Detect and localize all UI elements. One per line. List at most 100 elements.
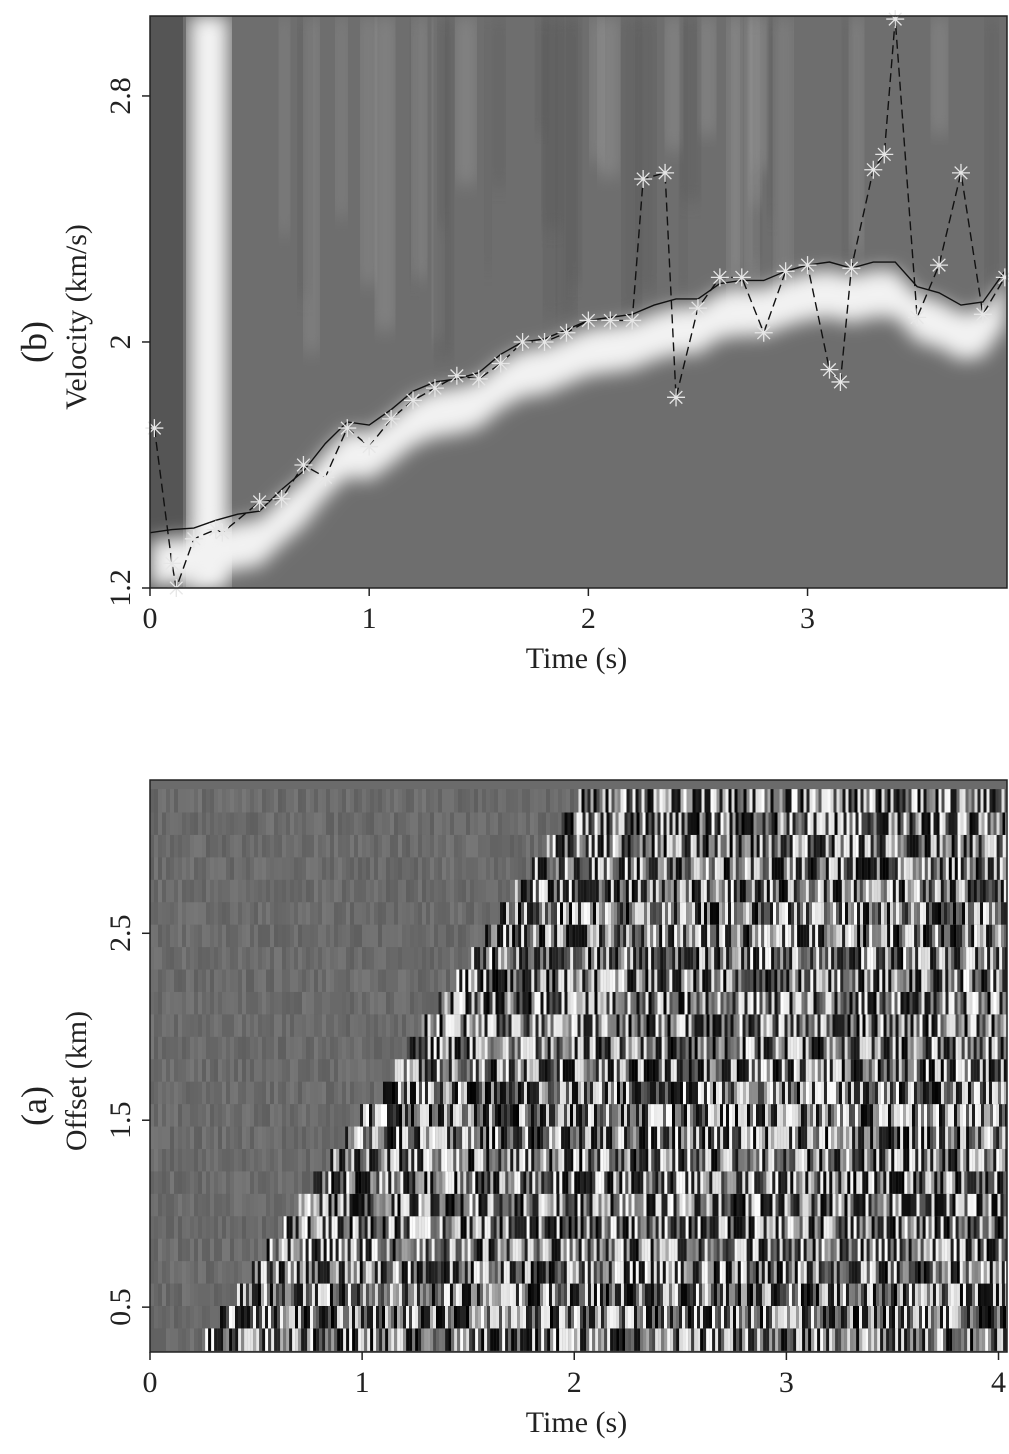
trace-noise <box>242 1126 246 1149</box>
trace-sample <box>611 1058 614 1081</box>
trace-sample <box>664 1327 667 1350</box>
background <box>681 16 699 201</box>
trace-sample <box>389 1081 392 1104</box>
trace-sample <box>309 1238 312 1261</box>
trace-sample <box>767 1215 770 1238</box>
trace-sample <box>853 1327 856 1350</box>
trace-sample <box>889 1193 892 1216</box>
trace-sample <box>345 1283 348 1306</box>
trace-sample <box>522 1126 525 1149</box>
trace-sample <box>289 1327 292 1350</box>
trace-sample <box>878 1013 881 1036</box>
star-marker <box>536 333 554 351</box>
trace-sample <box>949 1193 952 1216</box>
trace-sample <box>564 991 567 1014</box>
trace-sample <box>748 1305 751 1328</box>
trace-noise <box>198 1081 202 1104</box>
trace-noise <box>186 1260 190 1283</box>
trace-sample <box>905 1058 908 1081</box>
trace-sample <box>1003 1327 1006 1350</box>
trace-noise <box>198 1193 202 1216</box>
trace-sample <box>657 969 660 992</box>
trace-sample <box>878 1081 881 1104</box>
trace-sample <box>855 1260 858 1283</box>
trace-sample <box>960 946 963 969</box>
trace-sample <box>478 1193 481 1216</box>
trace-noise <box>462 946 466 969</box>
trace-sample <box>687 1260 690 1283</box>
trace-noise <box>262 1170 266 1193</box>
trace-sample <box>767 1013 770 1036</box>
trace-sample <box>932 1013 935 1036</box>
trace-sample <box>792 1126 795 1149</box>
trace-sample <box>899 1215 902 1238</box>
trace-sample <box>603 1126 606 1149</box>
trace-sample <box>432 1148 435 1171</box>
trace-sample <box>630 1103 633 1126</box>
trace-sample <box>988 1327 991 1350</box>
trace-sample <box>766 1305 769 1328</box>
trace-noise <box>346 1103 350 1126</box>
trace-sample <box>633 1103 636 1126</box>
trace-sample <box>875 1215 878 1238</box>
trace-sample <box>542 1215 545 1238</box>
trace-sample <box>609 1283 612 1306</box>
trace-noise <box>186 1193 190 1216</box>
trace-sample <box>960 1103 963 1126</box>
trace-sample <box>316 1193 319 1216</box>
trace-sample <box>912 1103 915 1126</box>
trace-sample <box>678 969 681 992</box>
trace-sample <box>972 1148 975 1171</box>
trace-sample <box>701 1013 704 1036</box>
trace-noise <box>186 1036 190 1059</box>
trace-sample <box>807 1126 810 1149</box>
trace-sample <box>357 1238 360 1261</box>
trace-sample <box>495 1283 498 1306</box>
trace-sample <box>587 1036 590 1059</box>
trace-sample <box>855 1103 858 1126</box>
trace-sample <box>864 1126 867 1149</box>
trace-sample <box>765 1103 768 1126</box>
trace-sample <box>639 991 642 1014</box>
trace-sample <box>663 969 666 992</box>
trace-sample <box>220 1305 223 1328</box>
trace-sample <box>716 1036 719 1059</box>
trace-sample <box>776 1058 779 1081</box>
trace-sample <box>516 969 519 992</box>
trace-sample <box>515 1036 518 1059</box>
trace-sample <box>576 1260 579 1283</box>
trace-sample <box>394 1305 397 1328</box>
trace-sample <box>327 1283 330 1306</box>
trace-sample <box>522 946 525 969</box>
trace-sample <box>818 1013 821 1036</box>
trace-sample <box>858 946 861 969</box>
trace-sample <box>917 1036 920 1059</box>
trace-sample <box>813 991 816 1014</box>
trace-sample <box>903 1238 906 1261</box>
trace-sample <box>421 1193 424 1216</box>
trace-sample <box>684 991 687 1014</box>
trace-sample <box>558 1238 561 1261</box>
trace-noise <box>250 1215 254 1238</box>
trace-sample <box>361 1305 364 1328</box>
trace-sample <box>917 1215 920 1238</box>
trace-sample <box>841 1305 844 1328</box>
trace-sample <box>933 1148 936 1171</box>
trace-noise <box>166 946 170 969</box>
trace-sample <box>356 1215 359 1238</box>
trace-sample <box>643 1170 646 1193</box>
trace-sample <box>932 1215 935 1238</box>
trace-sample <box>665 1036 668 1059</box>
trace-sample <box>620 1215 623 1238</box>
trace-sample <box>648 991 651 1014</box>
trace-sample <box>969 1260 972 1283</box>
trace-sample <box>448 1327 451 1350</box>
trace-sample <box>658 1327 661 1350</box>
trace-sample <box>690 991 693 1014</box>
trace-sample <box>971 1081 974 1104</box>
trace-noise <box>234 991 238 1014</box>
trace-sample <box>509 1215 512 1238</box>
trace-sample <box>610 1327 613 1350</box>
trace-noise <box>190 1238 194 1261</box>
y-axis-label: Velocity (km/s) <box>60 224 93 410</box>
